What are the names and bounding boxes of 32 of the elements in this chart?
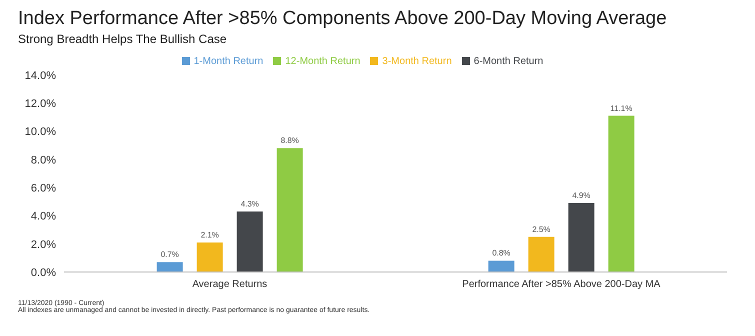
x-tick-label: Performance After >85% Above 200-Day MA [462,279,661,290]
bar [608,116,634,272]
y-tick-label: 10.0% [24,126,56,138]
data-label: 0.8% [492,248,510,258]
y-tick-label: 6.0% [30,182,56,194]
data-label: 11.1% [610,104,632,113]
legend-label: 12-Month Return [285,56,360,67]
bar [276,148,303,272]
chart-subtitle: Strong Breadth Helps The Bullish Case [17,32,228,46]
y-tick-label: 4.0% [30,210,56,223]
data-label: 4.3% [240,199,259,208]
y-tick-label: 2.0% [30,238,56,251]
data-label: 8.8% [280,136,299,146]
bar [236,211,263,272]
data-label: 2.5% [532,224,550,234]
y-tick-label: 8.0% [30,154,56,166]
data-label: 0.7% [160,250,179,260]
chart-title: Index Performance After >85% Components Above 200-Day Moving Average [17,8,668,30]
legend-label: 3-Month Return [382,56,452,67]
y-tick-label: 14.0% [24,70,56,82]
bar [568,203,594,272]
bar [488,260,514,272]
legend-label: 6-Month Return [474,56,544,67]
bar [156,262,183,272]
data-label: 2.1% [200,230,219,240]
data-label: 4.9% [572,191,590,200]
x-tick-label: Average Returns [192,279,268,290]
legend-label: 1-Month Return [194,56,264,67]
y-tick-label: 12.0% [24,98,56,110]
y-tick-label: 0.0% [30,266,56,279]
bar [528,236,554,272]
bar [196,242,223,272]
